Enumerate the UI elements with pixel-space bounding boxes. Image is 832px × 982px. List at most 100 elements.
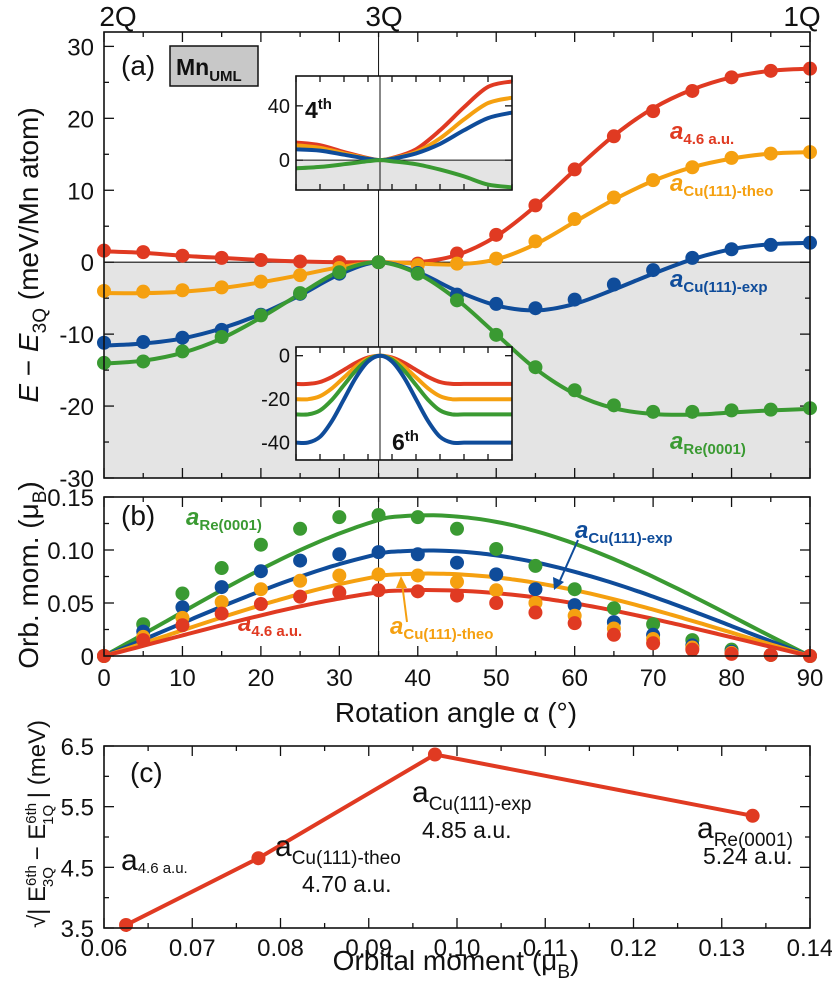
panel-c-frame (103, 745, 811, 929)
ytick-label: 0 (81, 250, 94, 277)
data-point-red (724, 70, 739, 85)
inset-6th: 0 -20 -40 6th (261, 346, 513, 461)
data-point-orange (175, 283, 190, 298)
ytick-label: 3.5 (61, 916, 94, 943)
inset-line-orange (295, 353, 512, 402)
data-point-blue (528, 301, 543, 316)
panel-c: 3.5 4.5 5.5 6.5 0.06 0.07 0.08 0.09 0.10 0.11 0.12… (23, 720, 832, 982)
data-point-green (253, 308, 268, 323)
data-point-red (724, 646, 739, 661)
data-point-red (450, 246, 464, 261)
data-point-red (646, 636, 661, 651)
xtick-label: 50 (483, 665, 510, 692)
xtick-label: 90 (797, 665, 824, 692)
data-point-green (567, 383, 582, 398)
top-label-1q: 1Q (783, 1, 820, 32)
data-point-green (489, 327, 504, 342)
ytick-label: 0.05 (47, 591, 94, 618)
label-c-cu-theo: aCu(111)-theo (275, 830, 401, 869)
data-point-red (136, 633, 151, 648)
data-point-green (293, 286, 308, 301)
xtick-label: 0.13 (698, 935, 745, 962)
ytick-label: 5.5 (61, 795, 94, 822)
ytick-label: -30 (59, 466, 94, 493)
data-point-red (136, 245, 151, 260)
data-point-blue (136, 335, 151, 350)
data-point-blue (293, 553, 308, 568)
ytick-label: 0.15 (47, 485, 94, 512)
data-point-orange (489, 251, 504, 266)
data-point-red (253, 597, 268, 612)
panel-c-ylabel: √| E6th3Q − E6th1Q | (meV) (23, 720, 57, 928)
data-point-orange (214, 594, 229, 609)
data-point-green (136, 354, 151, 369)
data-point-red (175, 618, 190, 633)
data-point-blue (332, 547, 347, 562)
value-c-re: 5.24 a.u. (703, 843, 793, 869)
data-point-red (528, 605, 543, 620)
inset-line-red (295, 353, 512, 387)
data-point-red (489, 596, 504, 610)
ytick-label: -10 (59, 322, 94, 349)
data-point-orange (253, 582, 268, 597)
data-point-red (371, 583, 386, 598)
data-point-orange (410, 568, 425, 583)
xtick-label: 0.06 (81, 935, 128, 962)
data-point-red (763, 647, 778, 662)
data-point-orange (136, 284, 151, 299)
data-point-red (763, 63, 778, 78)
data-point-orange (450, 256, 464, 271)
svg-text:MnUML: MnUML (176, 54, 242, 85)
label-b-re: aRe(0001) (186, 504, 262, 534)
data-point-green (371, 255, 386, 270)
arrow-cu-exp (553, 539, 579, 590)
ytick-label: 30 (67, 34, 94, 61)
label-c-cu-exp: aCu(111)-exp (412, 776, 531, 815)
data-point-c (427, 747, 442, 762)
data-point-blue (724, 242, 739, 257)
data-point-red (567, 162, 582, 177)
data-point-green (606, 398, 621, 413)
data-point-blue (646, 263, 661, 278)
data-point-green (724, 403, 739, 418)
data-point-green (528, 360, 543, 375)
data-point-blue (489, 567, 504, 582)
data-point-orange (253, 274, 268, 289)
data-point-red (450, 588, 464, 603)
orbital-moment-line (125, 752, 753, 927)
xtick-label: 0.11 (523, 935, 568, 962)
data-point-blue (567, 598, 582, 613)
data-point-green (450, 521, 464, 536)
data-point-green (175, 586, 190, 601)
panel-a-label: (a) (121, 50, 155, 81)
ytick-label: 20 (67, 106, 94, 133)
panel-c-xlabel: Orbital moment (μB) (333, 945, 580, 982)
panel-b-xlabel: Rotation angle α (°) (335, 697, 577, 728)
label-a-4p6: a4.6 a.u. (670, 118, 734, 148)
data-point-red (293, 589, 308, 604)
inset-ytick-label: -20 (261, 389, 290, 411)
xtick-label: 0.14 (787, 935, 832, 962)
label-c-re: aRe(0001) (697, 812, 793, 851)
xtick-label: 0.12 (610, 935, 657, 962)
data-point-red (606, 627, 621, 642)
data-point-blue (528, 582, 543, 597)
panel-a-ylabel: E − E3Q (meV/Mn atom) (13, 107, 51, 402)
label-c-4p6: a4.6 a.u. (121, 844, 188, 877)
data-point-red (410, 584, 425, 599)
data-point-orange (606, 190, 621, 205)
data-point-orange (293, 573, 308, 588)
data-point-red (332, 585, 347, 600)
data-point-green (606, 601, 621, 616)
value-c-cu-theo: 4.70 a.u. (302, 871, 392, 897)
data-point-orange (332, 568, 347, 583)
data-point-blue (253, 564, 268, 579)
data-point-orange (567, 212, 582, 227)
data-point-blue (763, 237, 778, 252)
inset-ytick-label: 0 (279, 346, 290, 368)
xtick-label: 0.09 (345, 935, 392, 962)
data-point-red (175, 248, 190, 263)
value-c-cu-exp: 4.85 a.u. (422, 817, 512, 843)
data-point-red (214, 250, 229, 265)
ytick-label: 6.5 (61, 734, 94, 761)
